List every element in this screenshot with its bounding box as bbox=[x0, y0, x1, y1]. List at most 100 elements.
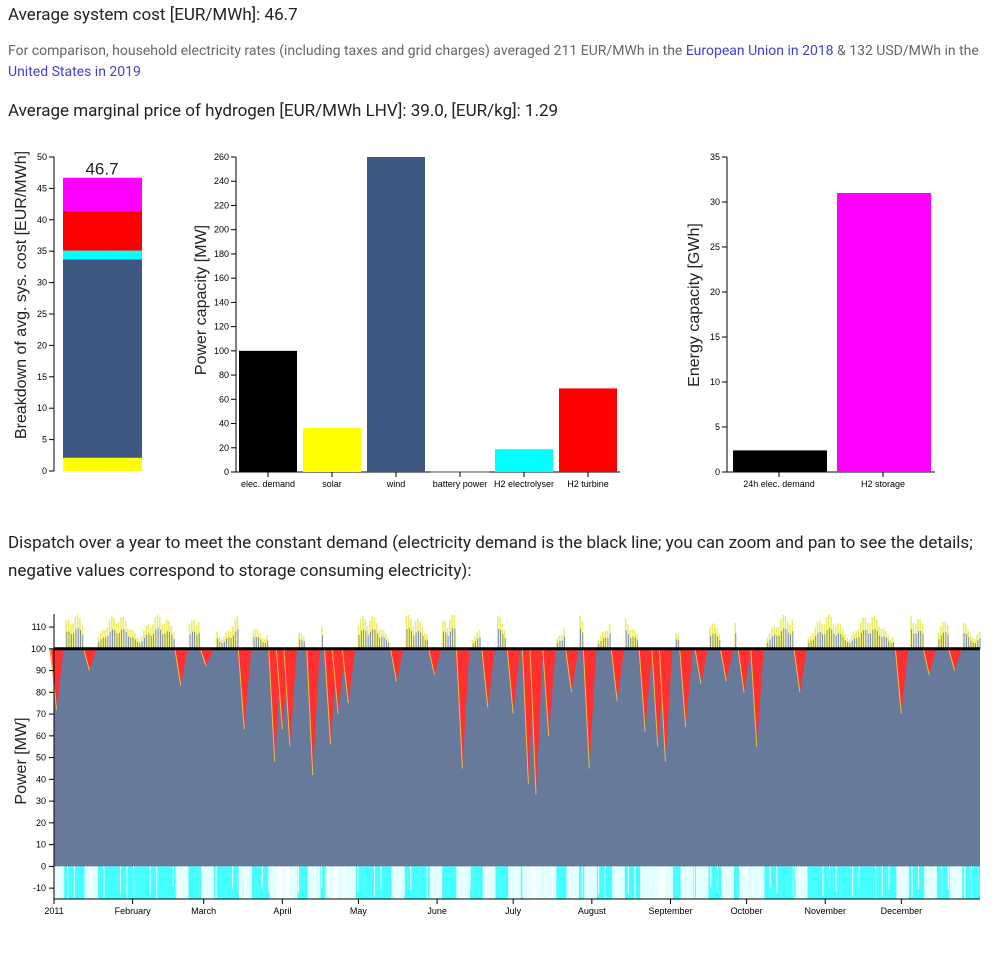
electrolyser-gap bbox=[51, 866, 65, 899]
wind-dispatch-spike bbox=[865, 630, 867, 649]
wind-dispatch-spike bbox=[710, 635, 712, 649]
wind-dispatch-spike bbox=[712, 633, 714, 649]
wind-dispatch-spike bbox=[386, 639, 387, 649]
power-bar-0 bbox=[239, 350, 297, 472]
cost-y-axis-label: Breakdown of avg. sys. cost [EUR/MWh] bbox=[13, 151, 30, 439]
wind-dispatch-spike bbox=[637, 640, 639, 649]
wind-dispatch-spike bbox=[870, 633, 871, 649]
electrolyser-gap bbox=[896, 866, 909, 899]
electrolyser-notch bbox=[716, 866, 718, 894]
solar-dispatch-spike bbox=[608, 623, 611, 649]
electrolyser-notch bbox=[852, 866, 854, 897]
cost-segment-3 bbox=[63, 211, 142, 251]
turbine-spike-edge bbox=[582, 648, 590, 769]
solar-dispatch-spike bbox=[159, 617, 161, 649]
electrolyser-notch bbox=[904, 866, 906, 899]
turbine-spike-3 bbox=[199, 648, 214, 667]
solar-dispatch-spike bbox=[789, 624, 791, 649]
electrolyser-notch bbox=[492, 866, 494, 897]
solar-dispatch-spike bbox=[129, 629, 131, 649]
electrolyser-gap bbox=[721, 866, 734, 899]
solar-dispatch-spike bbox=[218, 636, 220, 649]
electrolyser-notch bbox=[397, 866, 399, 899]
comparison-paragraph: For comparison, household electricity ra… bbox=[8, 41, 988, 83]
y-tick-label: 10 bbox=[37, 403, 47, 413]
wind-dispatch-spike bbox=[628, 634, 629, 649]
solar-dispatch-spike bbox=[145, 625, 147, 649]
y-tick-label: 60 bbox=[219, 394, 229, 404]
electrolyser-notch bbox=[486, 866, 488, 899]
power-bar-3 bbox=[431, 471, 489, 473]
electrolyser-notch bbox=[822, 866, 824, 896]
turbine-spike-edge bbox=[542, 648, 550, 736]
electrolyser-notch bbox=[881, 866, 883, 897]
wind-dispatch-spike bbox=[561, 640, 563, 649]
wind-dispatch-spike bbox=[972, 642, 974, 649]
wind-dispatch-spike bbox=[874, 628, 876, 649]
turbine-spike-edge bbox=[719, 648, 727, 682]
y-tick-label: 15 bbox=[710, 332, 720, 342]
solar-dispatch-spike bbox=[777, 626, 780, 649]
wind-dispatch-spike bbox=[139, 642, 141, 649]
wind-dispatch-spike bbox=[831, 629, 833, 649]
electrolyser-notch bbox=[769, 866, 771, 888]
wind-dispatch-spike bbox=[146, 635, 148, 649]
x-tick-label-11: December bbox=[881, 906, 923, 916]
electrolyser-notch bbox=[403, 866, 405, 897]
x-tick-label-3: April bbox=[273, 906, 291, 916]
solar-dispatch-spike bbox=[154, 617, 157, 649]
cost-segment-4 bbox=[63, 177, 142, 212]
wind-dispatch-spike bbox=[82, 634, 84, 649]
solar-dispatch-spike bbox=[812, 633, 814, 649]
wind-dispatch-spike bbox=[173, 638, 175, 649]
wind-dispatch-spike bbox=[112, 629, 113, 649]
electrolyser-notch bbox=[805, 866, 807, 893]
wind-dispatch-spike bbox=[235, 631, 237, 649]
solar-dispatch-spike bbox=[556, 638, 558, 649]
electrolyser-gap bbox=[508, 866, 521, 899]
solar-dispatch-spike bbox=[828, 614, 830, 649]
wind-dispatch-spike bbox=[144, 637, 145, 649]
solar-dispatch-spike bbox=[832, 623, 835, 649]
eu-2018-link[interactable]: European Union in 2018 bbox=[685, 43, 834, 59]
electrolyser-notch bbox=[433, 866, 435, 897]
wind-dispatch-spike bbox=[217, 638, 218, 649]
solar-dispatch-spike bbox=[254, 629, 257, 649]
dispatch-chart[interactable]: -10 0 10 20 30 40 50 60 70 80 90 100 110 2011 February… bbox=[0, 586, 996, 966]
turbine-spike-34 bbox=[947, 648, 962, 671]
wind-dispatch-spike bbox=[194, 631, 196, 649]
wind-dispatch-spike bbox=[602, 638, 604, 649]
solar-dispatch-spike bbox=[862, 617, 864, 649]
turbine-spike-edge bbox=[793, 648, 801, 693]
solar-dispatch-spike bbox=[232, 626, 234, 649]
wind-dispatch-spike bbox=[833, 633, 835, 649]
wind-dispatch-spike bbox=[322, 635, 323, 649]
wind-dispatch-spike bbox=[605, 637, 607, 649]
turbine-spike-edge bbox=[750, 648, 758, 747]
electrolyser-notch bbox=[723, 866, 725, 899]
wind-dispatch-spike bbox=[790, 634, 792, 649]
wind-dispatch-spike bbox=[253, 637, 255, 649]
wind-dispatch-spike bbox=[447, 635, 449, 649]
turbine-spike-edge bbox=[638, 648, 646, 732]
solar-dispatch-spike bbox=[853, 631, 855, 649]
solar-dispatch-spike bbox=[216, 631, 218, 649]
power-category-label-2: wind bbox=[386, 479, 406, 489]
comparison-text-1: For comparison, household electricity ra… bbox=[8, 43, 686, 59]
power-category-label-0: elec. demand bbox=[241, 479, 295, 489]
wind-dispatch-spike bbox=[815, 635, 817, 649]
electrolyser-notch bbox=[268, 866, 270, 893]
wind-dispatch-spike bbox=[198, 632, 200, 649]
wind-dispatch-spike bbox=[134, 639, 136, 649]
electrolyser-notch bbox=[650, 866, 652, 887]
wind-dispatch-spike bbox=[70, 634, 72, 649]
solar-dispatch-spike bbox=[627, 624, 629, 649]
us-2019-link[interactable]: United States in 2019 bbox=[8, 64, 141, 80]
solar-dispatch-spike bbox=[944, 621, 947, 649]
wind-dispatch-spike bbox=[125, 632, 127, 649]
wind-dispatch-spike bbox=[427, 639, 428, 649]
solar-dispatch-spike bbox=[74, 616, 77, 649]
solar-dispatch-spike bbox=[366, 625, 369, 649]
turbine-spike-32 bbox=[894, 648, 909, 715]
electrolyser-notch bbox=[291, 866, 293, 889]
